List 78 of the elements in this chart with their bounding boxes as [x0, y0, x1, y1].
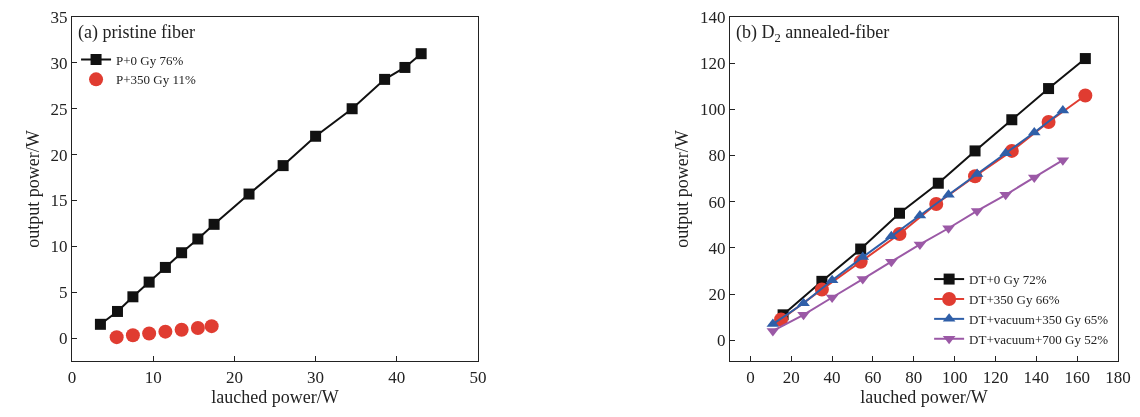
point	[310, 130, 322, 142]
point	[346, 103, 358, 115]
y-tick-label: 120	[699, 54, 726, 74]
point	[176, 247, 188, 259]
point	[111, 305, 123, 317]
y-tick-label: 0	[716, 331, 726, 351]
point	[174, 322, 189, 337]
point	[1079, 53, 1091, 65]
x-tick-label: 180	[1105, 367, 1131, 387]
legend-label: P+0 Gy 76%	[116, 52, 184, 68]
point	[158, 324, 173, 339]
point	[797, 297, 810, 307]
y-tick-label: 100	[699, 100, 726, 120]
point	[204, 319, 219, 334]
point	[159, 261, 171, 273]
point	[379, 73, 391, 85]
point	[208, 218, 220, 230]
point	[94, 318, 106, 330]
legend-label: DT+vacuum+350 Gy 65%	[969, 311, 1109, 327]
y-axis-title: output power/W	[22, 130, 43, 248]
point	[192, 233, 204, 245]
y-tick-label: 20	[50, 145, 68, 165]
point	[399, 61, 411, 73]
x-tick-label: 20	[225, 367, 243, 387]
legend-label: P+350 Gy 11%	[116, 72, 197, 88]
x-tick-label: 30	[307, 367, 325, 387]
point	[127, 291, 139, 303]
point	[1006, 114, 1018, 126]
legend-label: DT+350 Gy 66%	[969, 292, 1060, 308]
point	[190, 320, 205, 335]
x-tick-label: 40	[823, 367, 841, 387]
y-tick-label: 35	[50, 7, 68, 27]
point	[884, 230, 898, 240]
y-tick-label: 140	[699, 7, 726, 27]
x-tick-label: 100	[941, 367, 968, 387]
y-tick-label: 20	[708, 285, 726, 304]
point	[884, 258, 898, 268]
x-tick-label: 40	[388, 367, 406, 387]
legend-label: DT+0 Gy 72%	[969, 272, 1047, 288]
point	[142, 326, 157, 341]
point	[109, 330, 124, 345]
y-tick-label: 60	[708, 192, 726, 212]
point	[143, 276, 155, 288]
chart-title: (a) pristine fiber	[78, 22, 195, 43]
y-tick-label: 10	[50, 237, 68, 257]
x-tick-label: 160	[1064, 367, 1090, 387]
x-tick-label: 20	[782, 367, 800, 387]
point	[825, 294, 839, 304]
x-tick-label: 50	[469, 367, 487, 387]
y-tick-label: 5	[58, 283, 68, 303]
point	[1027, 126, 1041, 136]
y-tick-label: 30	[50, 53, 68, 73]
point	[277, 160, 289, 172]
point	[1043, 83, 1055, 95]
y-tick-label: 15	[50, 191, 68, 211]
legend-label: DT+vacuum+700 Gy 52%	[969, 331, 1109, 347]
y-axis-title: output power/W	[672, 130, 693, 248]
y-tick-label: 0	[58, 329, 68, 349]
point	[969, 145, 981, 157]
point	[125, 328, 140, 343]
x-tick-label: 80	[905, 367, 923, 387]
x-axis-title: lauched power/W	[211, 386, 339, 407]
x-axis-title: lauched power/W	[860, 386, 988, 407]
x-tick-label: 0	[746, 367, 755, 387]
point	[855, 243, 867, 255]
y-tick-label: 40	[708, 238, 726, 258]
point	[893, 207, 905, 219]
x-tick-label: 10	[144, 367, 162, 387]
y-tick-label: 25	[50, 99, 68, 119]
point	[415, 48, 427, 60]
y-tick-label: 80	[708, 146, 726, 166]
point	[1078, 88, 1093, 103]
x-tick-label: 60	[864, 367, 882, 387]
x-tick-label: 120	[982, 367, 1009, 387]
point	[932, 177, 944, 189]
chart-title: (b) D$_{2}$ annealed-fiber	[736, 22, 890, 45]
x-tick-label: 140	[1023, 367, 1050, 387]
point	[243, 188, 255, 200]
